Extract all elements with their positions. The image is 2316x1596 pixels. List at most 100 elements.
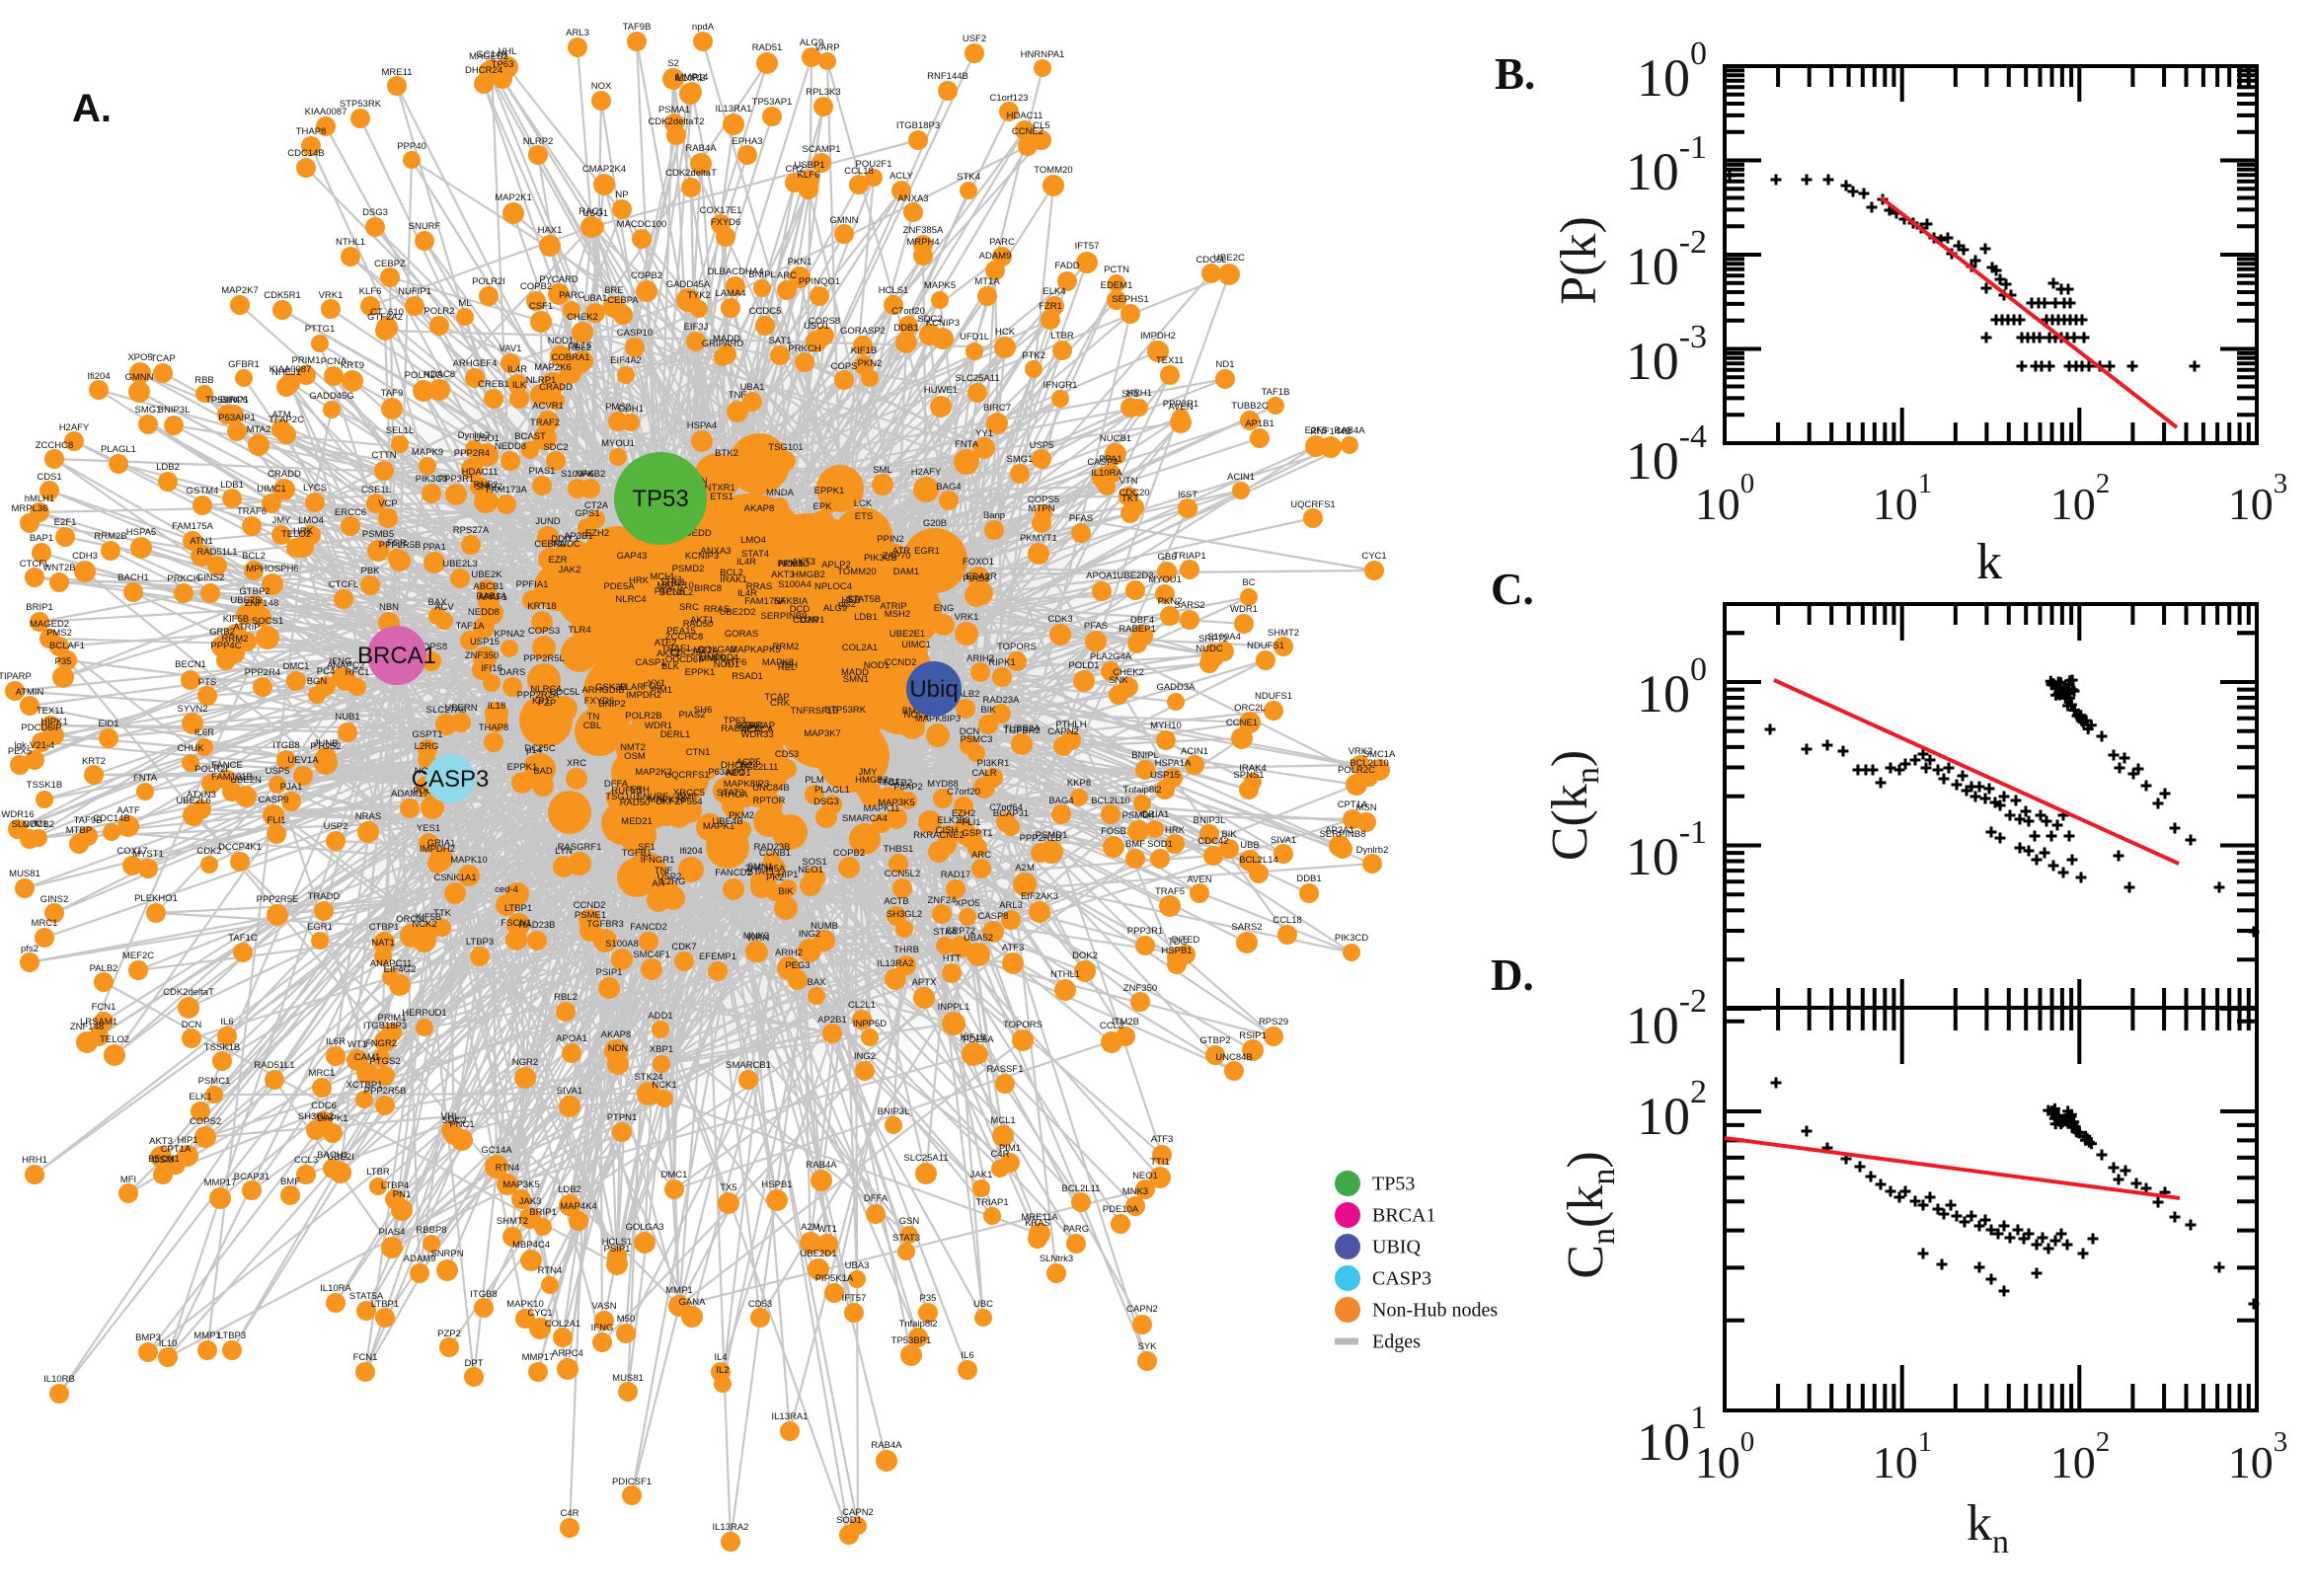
svg-text:SMG1: SMG1 (1007, 454, 1034, 465)
svg-text:USP5: USP5 (1030, 440, 1054, 451)
svg-text:AVEN: AVEN (1187, 874, 1211, 885)
svg-text:LAMA4: LAMA4 (715, 288, 745, 299)
svg-text:MCL1: MCL1 (990, 1115, 1015, 1126)
svg-text:CTN1: CTN1 (686, 747, 711, 758)
svg-text:IL10RA: IL10RA (320, 1283, 351, 1294)
svg-text:GFBR1: GFBR1 (228, 359, 260, 370)
svg-text:TSSK1B: TSSK1B (27, 780, 62, 791)
svg-text:Edges: Edges (1372, 1331, 1421, 1353)
svg-text:NTHL1: NTHL1 (1050, 969, 1080, 980)
svg-text:IL13RA1: IL13RA1 (716, 104, 752, 114)
svg-text:CDC6: CDC6 (311, 1101, 337, 1111)
svg-text:EPK: EPK (812, 501, 832, 512)
svg-text:XBP1: XBP1 (650, 1044, 673, 1055)
svg-text:HNRNPA1: HNRNPA1 (1021, 49, 1065, 60)
svg-text:LRSAM1: LRSAM1 (80, 1017, 117, 1027)
svg-text:Tnfaip8l2: Tnfaip8l2 (898, 1319, 937, 1330)
svg-text:BCL2: BCL2 (720, 568, 743, 578)
svg-text:INPPL1: INPPL1 (938, 1002, 970, 1013)
svg-text:GADD45A: GADD45A (666, 279, 711, 290)
svg-text:ATMIN: ATMIN (16, 687, 44, 698)
svg-text:npdA: npdA (692, 22, 715, 33)
svg-text:RNF144B: RNF144B (927, 71, 968, 82)
svg-text:RABEP1: RABEP1 (1119, 624, 1156, 635)
svg-text:GPS1: GPS1 (575, 508, 599, 519)
svg-text:KRAS: KRAS (1025, 1218, 1050, 1229)
svg-text:PTGS2: PTGS2 (369, 1056, 400, 1067)
svg-text:THBS1: THBS1 (884, 844, 914, 855)
svg-text:PMS2: PMS2 (605, 402, 631, 413)
svg-text:BIK: BIK (980, 705, 996, 716)
svg-text:UBC: UBC (973, 1299, 993, 1310)
svg-text:COPS: COPS (831, 361, 858, 372)
svg-text:TRIAP1: TRIAP1 (1173, 551, 1205, 562)
svg-text:BMF: BMF (280, 1177, 300, 1187)
svg-text:CCND2: CCND2 (574, 900, 606, 911)
svg-text:AKT3: AKT3 (792, 557, 815, 568)
svg-text:IFNG: IFNG (330, 656, 352, 667)
svg-text:HRK: HRK (629, 575, 650, 586)
svg-text:CCL18: CCL18 (1273, 915, 1302, 926)
svg-text:EIF4A2: EIF4A2 (610, 355, 642, 366)
svg-text:GSN: GSN (899, 1216, 920, 1227)
svg-text:DARS: DARS (500, 667, 525, 678)
svg-text:SERPINB9: SERPINB9 (761, 611, 808, 622)
svg-text:PLAGL1: PLAGL1 (814, 785, 850, 796)
svg-text:BNIP3L: BNIP3L (1194, 815, 1226, 826)
svg-text:P35: P35 (55, 656, 72, 667)
svg-text:ZNF148: ZNF148 (245, 598, 278, 609)
svg-text:HEB: HEB (841, 595, 861, 606)
svg-text:PDICSF1: PDICSF1 (612, 1477, 652, 1487)
svg-text:IL13RA2: IL13RA2 (713, 1522, 749, 1533)
svg-text:SMG1: SMG1 (135, 405, 162, 416)
svg-text:GC14A: GC14A (476, 49, 507, 60)
svg-text:ARL3: ARL3 (566, 28, 589, 38)
svg-text:G20B: G20B (923, 518, 947, 529)
svg-text:E2F1: E2F1 (54, 517, 77, 528)
svg-text:PPIN2: PPIN2 (877, 534, 903, 545)
svg-text:SRP72: SRP72 (946, 926, 975, 937)
svg-text:RAD50: RAD50 (620, 798, 651, 808)
svg-text:YES1: YES1 (417, 823, 440, 834)
svg-text:CDC14B: CDC14B (287, 148, 325, 159)
svg-text:D.: D. (1491, 950, 1534, 1000)
svg-text:CDK2deltaT: CDK2deltaT (163, 987, 214, 998)
svg-text:NEDD8: NEDD8 (495, 441, 526, 452)
svg-text:HDAC11: HDAC11 (462, 467, 499, 478)
svg-text:EFEMP1: EFEMP1 (699, 951, 736, 962)
svg-text:FAM175A: FAM175A (172, 521, 213, 532)
svg-text:BC: BC (1242, 577, 1255, 588)
svg-text:NLRP1: NLRP1 (526, 375, 557, 386)
svg-text:TAF9: TAF9 (381, 388, 404, 399)
svg-text:RTN4: RTN4 (538, 1265, 563, 1276)
svg-text:ARIH2: ARIH2 (966, 653, 994, 664)
svg-text:SERPINB8: SERPINB8 (1320, 829, 1366, 840)
svg-text:TSG101: TSG101 (768, 442, 803, 453)
svg-text:TRAF5: TRAF5 (1155, 886, 1185, 897)
svg-text:GORASP2: GORASP2 (840, 326, 886, 337)
svg-text:LYCS: LYCS (303, 483, 327, 494)
svg-text:NGR2: NGR2 (512, 1057, 538, 1068)
svg-text:MYD88: MYD88 (927, 779, 959, 790)
svg-text:SNRPN: SNRPN (430, 1249, 463, 1259)
svg-text:DCN: DCN (182, 1020, 202, 1030)
svg-text:BRE: BRE (604, 285, 624, 296)
svg-text:MMP17: MMP17 (204, 1178, 237, 1188)
svg-text:BNIP2: BNIP2 (598, 699, 625, 710)
svg-text:USBP1: USBP1 (794, 160, 824, 171)
svg-text:RPL3K3: RPL3K3 (806, 87, 840, 98)
svg-text:DFFA: DFFA (604, 779, 629, 790)
svg-text:SCAMP1: SCAMP1 (802, 144, 840, 155)
svg-text:KCNIP3: KCNIP3 (685, 551, 719, 562)
svg-text:PPP2R5B: PPP2R5B (364, 1086, 407, 1097)
svg-text:CMAP2K4: CMAP2K4 (582, 164, 626, 175)
svg-text:ARC: ARC (777, 270, 797, 281)
svg-text:ACLY: ACLY (889, 171, 914, 182)
svg-text:Non-Hub nodes: Non-Hub nodes (1372, 1300, 1498, 1322)
svg-text:SMN1: SMN1 (747, 862, 773, 873)
svg-text:NEO1: NEO1 (1132, 1171, 1158, 1181)
svg-text:UQCRFS1: UQCRFS1 (1290, 499, 1335, 510)
svg-text:BAG4: BAG4 (936, 482, 961, 493)
svg-text:MRE11: MRE11 (382, 67, 413, 78)
svg-text:SARS2: SARS2 (1174, 600, 1204, 611)
